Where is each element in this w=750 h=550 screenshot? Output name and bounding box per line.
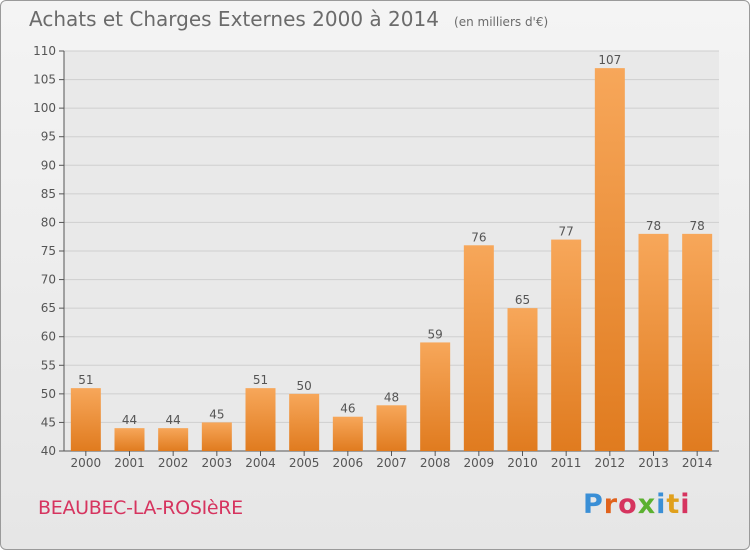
bar-value-label: 59 bbox=[428, 327, 443, 341]
x-tick-label: 2014 bbox=[682, 456, 713, 470]
y-tick-label: 80 bbox=[41, 215, 56, 229]
bar bbox=[158, 428, 189, 451]
bar bbox=[507, 308, 538, 451]
brand-letter: x bbox=[637, 489, 657, 520]
bar bbox=[245, 388, 276, 451]
bar-value-label: 78 bbox=[646, 219, 661, 233]
y-tick-label: 45 bbox=[41, 415, 56, 429]
bar bbox=[420, 342, 451, 451]
bar-value-label: 76 bbox=[471, 230, 486, 244]
bar-value-label: 78 bbox=[690, 219, 705, 233]
x-tick-label: 2011 bbox=[551, 456, 582, 470]
x-tick-label: 2012 bbox=[595, 456, 626, 470]
x-tick-label: 2005 bbox=[289, 456, 320, 470]
bar-value-label: 48 bbox=[384, 390, 399, 404]
bar-value-label: 77 bbox=[559, 225, 574, 239]
y-tick-label: 100 bbox=[33, 101, 56, 115]
y-tick-label: 40 bbox=[41, 444, 56, 458]
y-tick-label: 110 bbox=[33, 44, 56, 58]
brand-letter: P bbox=[583, 489, 604, 520]
y-tick-label: 55 bbox=[41, 358, 56, 372]
bar bbox=[201, 422, 232, 451]
brand-letter: o bbox=[618, 489, 638, 520]
y-tick-label: 95 bbox=[41, 130, 56, 144]
y-tick-label: 85 bbox=[41, 187, 56, 201]
bar bbox=[114, 428, 145, 451]
x-tick-label: 2003 bbox=[202, 456, 233, 470]
bar bbox=[638, 233, 669, 451]
x-tick-label: 2001 bbox=[114, 456, 145, 470]
brand-letter: t bbox=[666, 489, 681, 520]
bar-value-label: 45 bbox=[209, 407, 224, 421]
bar bbox=[551, 239, 582, 451]
bar-value-label: 46 bbox=[340, 402, 355, 416]
y-tick-label: 50 bbox=[41, 387, 56, 401]
x-tick-label: 2008 bbox=[420, 456, 451, 470]
y-tick-label: 105 bbox=[33, 73, 56, 87]
bar bbox=[594, 68, 625, 452]
bar bbox=[289, 393, 320, 451]
brand-letter: i bbox=[656, 489, 667, 520]
brand-letter: i bbox=[680, 489, 691, 520]
brand-letter: r bbox=[603, 489, 619, 520]
x-tick-label: 2013 bbox=[638, 456, 669, 470]
bar-value-label: 44 bbox=[166, 413, 181, 427]
bar-value-label: 51 bbox=[253, 373, 268, 387]
x-tick-label: 2009 bbox=[464, 456, 495, 470]
bar bbox=[463, 245, 494, 451]
bar-value-label: 51 bbox=[78, 373, 93, 387]
x-tick-label: 2006 bbox=[333, 456, 364, 470]
x-tick-label: 2000 bbox=[71, 456, 102, 470]
x-tick-label: 2002 bbox=[158, 456, 189, 470]
y-tick-label: 60 bbox=[41, 330, 56, 344]
bar-value-label: 65 bbox=[515, 293, 530, 307]
bar bbox=[376, 405, 407, 451]
y-tick-label: 65 bbox=[41, 301, 56, 315]
bar bbox=[70, 388, 101, 451]
bar-value-label: 50 bbox=[297, 379, 312, 393]
y-tick-label: 90 bbox=[41, 158, 56, 172]
bar-value-label: 107 bbox=[598, 53, 621, 67]
chart-title-main: Achats et Charges Externes 2000 à 2014 bbox=[29, 7, 439, 31]
bar bbox=[332, 416, 363, 451]
chart-title-unit: (en milliers d'€) bbox=[454, 15, 549, 29]
place-name: BEAUBEC-LA-ROSIèRE bbox=[38, 497, 243, 519]
x-tick-label: 2004 bbox=[245, 456, 276, 470]
y-tick-label: 70 bbox=[41, 273, 56, 287]
chart-title: Achats et Charges Externes 2000 à 2014 (… bbox=[29, 7, 548, 31]
bar bbox=[682, 233, 713, 451]
brand-logo: Proxiti bbox=[583, 489, 691, 520]
x-tick-label: 2007 bbox=[376, 456, 407, 470]
bar-value-label: 44 bbox=[122, 413, 137, 427]
y-tick-label: 75 bbox=[41, 244, 56, 258]
x-tick-label: 2010 bbox=[507, 456, 538, 470]
